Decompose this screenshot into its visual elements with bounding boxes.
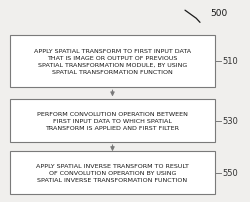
FancyBboxPatch shape (10, 152, 215, 194)
Text: APPLY SPATIAL INVERSE TRANSFORM TO RESULT
OF CONVOLUTION OPERATION BY USING
SPAT: APPLY SPATIAL INVERSE TRANSFORM TO RESUL… (36, 163, 189, 182)
Text: 510: 510 (222, 57, 238, 66)
Text: 550: 550 (222, 168, 238, 177)
FancyBboxPatch shape (10, 35, 215, 88)
Text: 530: 530 (222, 117, 238, 126)
FancyBboxPatch shape (10, 100, 215, 142)
Text: APPLY SPATIAL TRANSFORM TO FIRST INPUT DATA
THAT IS IMAGE OR OUTPUT OF PREVIOUS
: APPLY SPATIAL TRANSFORM TO FIRST INPUT D… (34, 49, 191, 75)
Text: PERFORM CONVOLUTION OPERATION BETWEEN
FIRST INPUT DATA TO WHICH SPATIAL
TRANSFOR: PERFORM CONVOLUTION OPERATION BETWEEN FI… (37, 112, 188, 131)
Text: 500: 500 (210, 9, 227, 18)
